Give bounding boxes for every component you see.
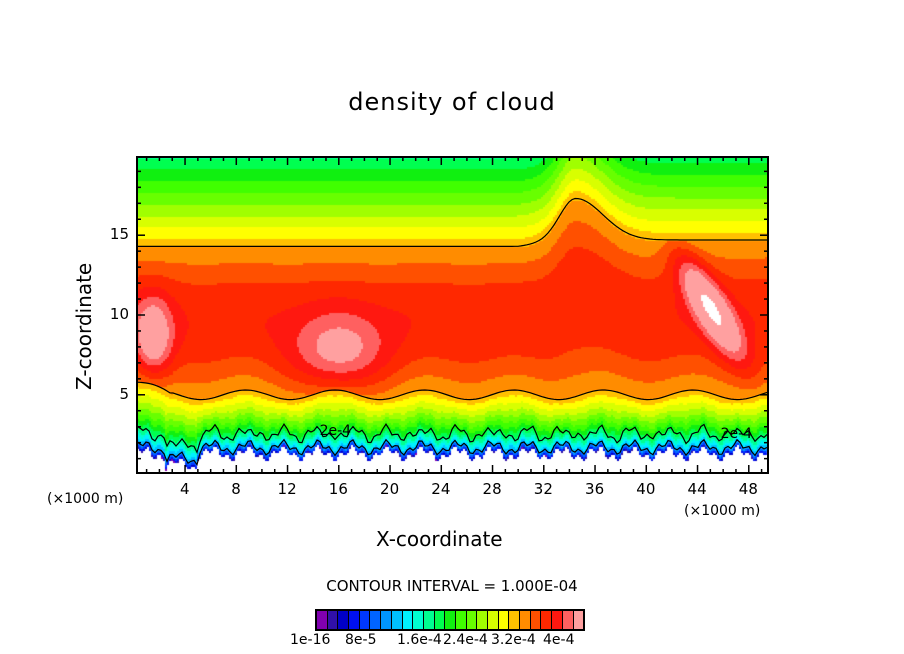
- y-tick-label: 15: [109, 225, 129, 244]
- colorbar-swatch: [445, 611, 456, 629]
- colorbar-swatch: [488, 611, 499, 629]
- colorbar-swatch: [552, 611, 563, 629]
- colorbar-swatch: [423, 611, 435, 629]
- contour-fill: [137, 157, 768, 473]
- y-tick-label: 5: [119, 384, 129, 403]
- colorbar-swatch: [509, 611, 521, 629]
- colorbar-label: 4e-4: [543, 632, 575, 648]
- colorbar-label: 1.6e-4: [397, 632, 442, 648]
- contour-line-upper: [137, 197, 767, 247]
- plot-area: 2e-4 2e-4: [136, 156, 769, 474]
- x-tick-label: 8: [231, 480, 241, 498]
- contour-label: 2e-4: [320, 423, 352, 439]
- colorbar-swatch: [359, 611, 371, 629]
- contour-line-mid: [136, 381, 768, 401]
- colorbar-swatch: [562, 611, 574, 629]
- x-tick-label: 28: [482, 480, 502, 498]
- x-tick-label: 40: [636, 480, 656, 498]
- x-tick-label: 12: [277, 480, 297, 498]
- contour-interval-text: CONTOUR INTERVAL = 1.000E-04: [326, 577, 578, 595]
- colorbar-swatch: [573, 611, 584, 629]
- colorbar-swatch: [477, 611, 488, 629]
- contour-line-lower: [136, 438, 768, 466]
- colorbar-swatch: [338, 611, 350, 629]
- colorbar-swatch: [455, 611, 467, 629]
- y-unit-label: (×1000 m): [47, 491, 124, 507]
- colorbar-swatch: [370, 611, 382, 629]
- contour-line-2e-4: [136, 422, 768, 454]
- colorbar-swatch: [530, 611, 542, 629]
- colorbar-swatch: [498, 611, 510, 629]
- colorbar-label: 1e-16: [290, 632, 331, 648]
- colorbar-swatch: [541, 611, 553, 629]
- x-tick-label: 4: [180, 480, 190, 498]
- x-tick-label: 44: [687, 480, 707, 498]
- x-tick-label: 32: [533, 480, 553, 498]
- contour-label: 2e-4: [721, 426, 753, 442]
- x-axis-label: X-coordinate: [376, 527, 503, 551]
- colorbar-label: 3.2e-4: [491, 632, 536, 648]
- colorbar-label: 2.4e-4: [443, 632, 488, 648]
- colorbar-swatch: [466, 611, 478, 629]
- x-tick-label: 16: [328, 480, 348, 498]
- colorbar-swatch: [402, 611, 414, 629]
- x-tick-label: 20: [380, 480, 400, 498]
- colorbar: [315, 609, 586, 631]
- x-tick-label: 36: [585, 480, 605, 498]
- colorbar-swatch: [434, 611, 446, 629]
- colorbar-swatch: [391, 611, 403, 629]
- colorbar-swatch: [349, 611, 360, 629]
- colorbar-swatch: [381, 611, 392, 629]
- colorbar-swatch: [327, 611, 339, 629]
- y-tick-label: 10: [109, 305, 129, 323]
- colorbar-label: 8e-5: [345, 632, 377, 648]
- plot-frame: [136, 156, 769, 474]
- chart-title: density of cloud: [348, 88, 556, 116]
- colorbar-swatch: [317, 611, 328, 629]
- colorbar-swatch: [413, 611, 424, 629]
- plot-overlay: 2e-4 2e-4: [136, 156, 769, 474]
- y-axis-label: Z-coordinate: [72, 262, 96, 390]
- colorbar-swatch: [520, 611, 531, 629]
- x-unit-label: (×1000 m): [684, 503, 761, 519]
- x-tick-label: 48: [738, 480, 758, 498]
- x-tick-label: 24: [431, 480, 451, 498]
